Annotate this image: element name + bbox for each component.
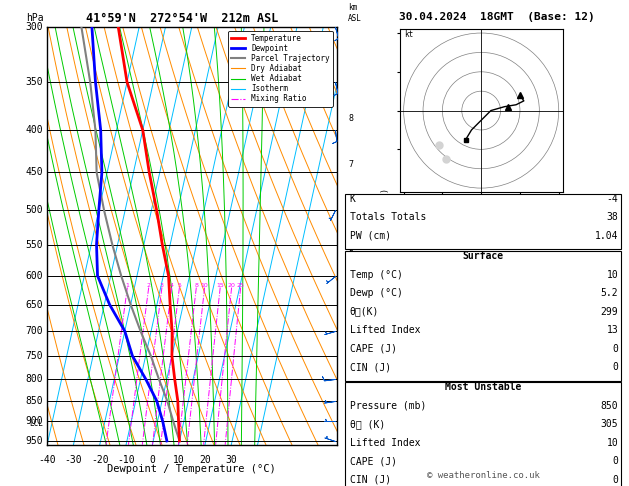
Text: 3: 3	[160, 282, 164, 288]
Text: 850: 850	[601, 401, 618, 411]
Text: 10: 10	[201, 282, 208, 288]
Legend: Temperature, Dewpoint, Parcel Trajectory, Dry Adiabat, Wet Adiabat, Isotherm, Mi: Temperature, Dewpoint, Parcel Trajectory…	[228, 31, 333, 106]
Text: LCL: LCL	[30, 419, 43, 428]
Text: 0: 0	[613, 456, 618, 467]
Text: 750: 750	[26, 351, 43, 361]
Text: θᴄ(K): θᴄ(K)	[350, 307, 379, 317]
Text: 650: 650	[26, 299, 43, 310]
Text: 950: 950	[26, 436, 43, 446]
Text: 2: 2	[348, 376, 353, 385]
Text: -30: -30	[65, 455, 82, 465]
Text: 38: 38	[606, 212, 618, 223]
Text: -20: -20	[91, 455, 109, 465]
Text: -10: -10	[117, 455, 135, 465]
Text: CIN (J): CIN (J)	[350, 362, 391, 372]
Text: 800: 800	[26, 374, 43, 384]
Text: 30.04.2024  18GMT  (Base: 12): 30.04.2024 18GMT (Base: 12)	[399, 12, 595, 22]
Text: 4: 4	[348, 294, 353, 302]
Text: Mixing Ratio (g/kg): Mixing Ratio (g/kg)	[381, 188, 390, 283]
Text: km
ASL: km ASL	[348, 3, 362, 22]
Text: 350: 350	[26, 77, 43, 87]
Text: PW (cm): PW (cm)	[350, 231, 391, 241]
Text: 4: 4	[170, 282, 174, 288]
Text: 300: 300	[26, 22, 43, 32]
Text: 400: 400	[26, 125, 43, 135]
Text: 20: 20	[228, 282, 235, 288]
Text: hPa: hPa	[26, 13, 43, 22]
Text: 500: 500	[26, 205, 43, 215]
Text: CAPE (J): CAPE (J)	[350, 344, 397, 354]
Text: 0: 0	[613, 475, 618, 485]
Text: 1.04: 1.04	[595, 231, 618, 241]
Text: 10: 10	[606, 438, 618, 448]
Text: Pressure (mb): Pressure (mb)	[350, 401, 426, 411]
Text: CAPE (J): CAPE (J)	[350, 456, 397, 467]
Text: © weatheronline.co.uk: © weatheronline.co.uk	[426, 471, 540, 480]
Text: 0: 0	[613, 344, 618, 354]
Text: 850: 850	[26, 396, 43, 406]
Text: 5: 5	[177, 282, 181, 288]
Text: 0: 0	[150, 455, 155, 465]
Text: 10: 10	[173, 455, 184, 465]
Text: 900: 900	[26, 417, 43, 427]
Text: 6: 6	[348, 205, 353, 214]
Text: 13: 13	[606, 325, 618, 335]
Text: 299: 299	[601, 307, 618, 317]
Text: Surface: Surface	[462, 251, 504, 261]
Text: 8: 8	[348, 114, 353, 123]
Text: kt: kt	[404, 30, 413, 39]
Text: 1: 1	[125, 282, 130, 288]
Text: 10: 10	[606, 270, 618, 280]
Text: 5: 5	[348, 250, 353, 259]
Text: 305: 305	[601, 419, 618, 430]
Text: K: K	[350, 194, 355, 204]
Text: Lifted Index: Lifted Index	[350, 325, 420, 335]
Text: 41°59'N  272°54'W  212m ASL: 41°59'N 272°54'W 212m ASL	[86, 12, 279, 25]
Text: 550: 550	[26, 240, 43, 249]
Text: θᴄ (K): θᴄ (K)	[350, 419, 385, 430]
Text: Totals Totals: Totals Totals	[350, 212, 426, 223]
Text: 700: 700	[26, 326, 43, 336]
Text: 7: 7	[348, 160, 353, 169]
Text: 20: 20	[199, 455, 211, 465]
Text: CIN (J): CIN (J)	[350, 475, 391, 485]
Text: 30: 30	[225, 455, 237, 465]
Text: 600: 600	[26, 271, 43, 281]
Text: Most Unstable: Most Unstable	[445, 382, 521, 393]
Text: Lifted Index: Lifted Index	[350, 438, 420, 448]
Text: 8: 8	[194, 282, 198, 288]
Text: -40: -40	[38, 455, 56, 465]
Text: 1: 1	[348, 415, 353, 424]
Text: 5.2: 5.2	[601, 288, 618, 298]
Text: 2: 2	[147, 282, 151, 288]
Text: 3: 3	[348, 335, 353, 344]
Text: 450: 450	[26, 168, 43, 177]
Text: 0: 0	[613, 362, 618, 372]
Text: 25: 25	[237, 282, 245, 288]
Text: Temp (°C): Temp (°C)	[350, 270, 403, 280]
X-axis label: Dewpoint / Temperature (°C): Dewpoint / Temperature (°C)	[108, 464, 276, 474]
Text: Dewp (°C): Dewp (°C)	[350, 288, 403, 298]
Text: -4: -4	[606, 194, 618, 204]
Text: 15: 15	[216, 282, 224, 288]
